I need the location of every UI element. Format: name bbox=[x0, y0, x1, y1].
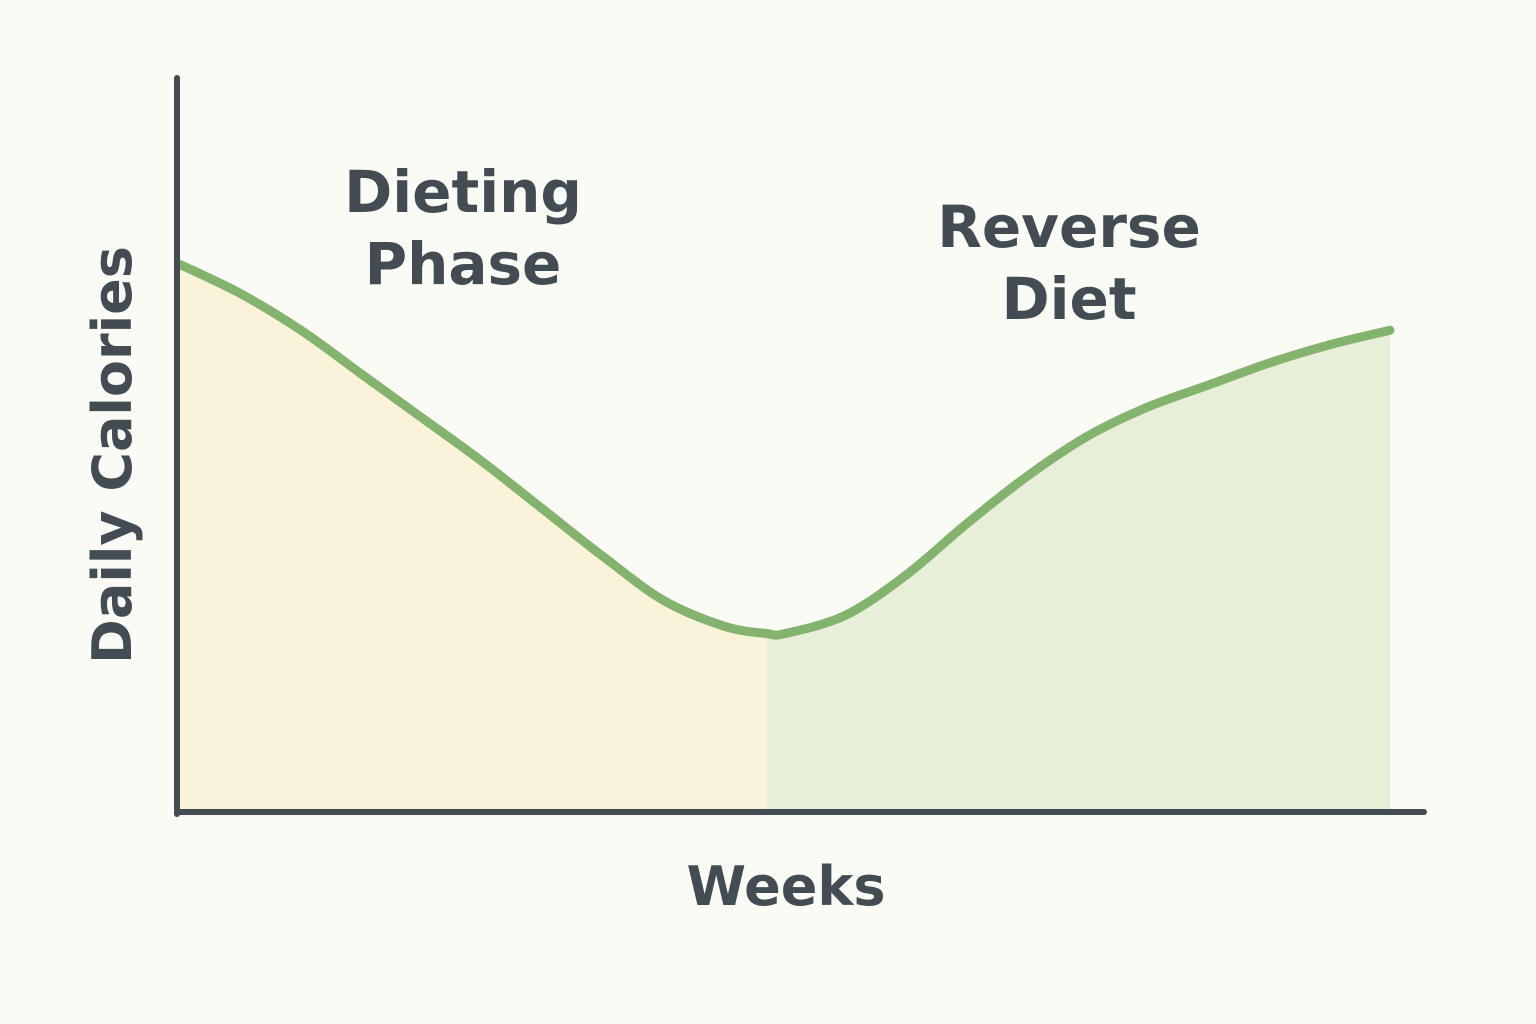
region-label-reverse-diet: Reverse Diet bbox=[937, 193, 1201, 333]
phase-fills bbox=[180, 264, 1390, 809]
region-label-line: Diet bbox=[1001, 265, 1136, 333]
x-axis-label: Weeks bbox=[687, 855, 886, 918]
region-fill-reverse-diet bbox=[766, 330, 1390, 809]
region-fill-dieting-phase bbox=[180, 264, 767, 809]
region-label-line: Phase bbox=[365, 230, 562, 298]
series-lines bbox=[175, 259, 1395, 640]
region-label-line: Dieting bbox=[344, 158, 582, 226]
region-label-dieting-phase: Dieting Phase bbox=[344, 158, 582, 298]
region-labels: Dieting Phase Reverse Diet bbox=[344, 158, 1201, 333]
axes bbox=[174, 75, 1427, 817]
region-label-line: Reverse bbox=[937, 193, 1201, 261]
y-axis-label: Daily Calories bbox=[81, 246, 144, 664]
calorie-series-line bbox=[175, 259, 1395, 640]
